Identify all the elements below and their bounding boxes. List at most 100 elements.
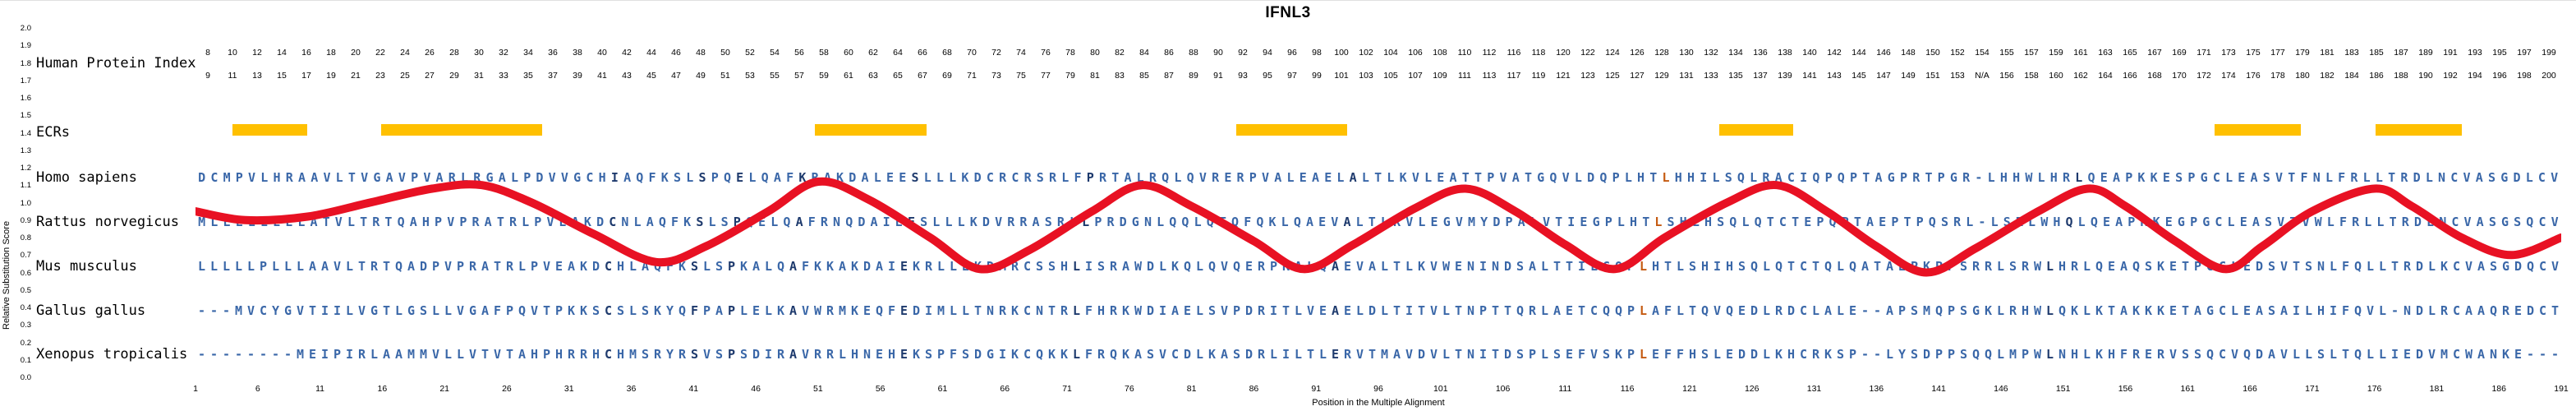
residue: S	[1044, 215, 1052, 229]
protein-index-number: 150	[1925, 48, 1940, 58]
residue: A	[1121, 259, 1130, 274]
protein-index-number: 16	[301, 48, 311, 58]
residue: L	[260, 170, 269, 185]
residue: P	[435, 215, 443, 229]
residue: Q	[1700, 303, 1709, 318]
residue: G	[1442, 215, 1451, 229]
x-tick-label: 76	[1124, 384, 1134, 394]
residue: A	[1032, 215, 1040, 229]
residue: F	[801, 259, 810, 274]
protein-index-number: 180	[2295, 71, 2310, 81]
residue: A	[2476, 215, 2484, 229]
residue: T	[2341, 347, 2350, 362]
residue: -	[209, 303, 218, 318]
residue: L	[1811, 303, 1820, 318]
residue: G	[986, 347, 995, 362]
residue: R	[1257, 259, 1266, 274]
residue: G	[2202, 215, 2210, 229]
residue: R	[2501, 303, 2510, 318]
protein-index-number: 103	[1359, 71, 1373, 81]
residue: S	[698, 170, 706, 185]
residue: L	[1294, 303, 1303, 318]
residue: P	[1612, 170, 1620, 185]
residue: L	[271, 259, 280, 274]
residue: R	[1060, 303, 1069, 318]
residue: P	[1604, 215, 1612, 229]
residue: R	[1010, 259, 1019, 274]
residue: I	[2329, 303, 2338, 318]
residue: A	[435, 170, 444, 185]
residue: S	[2267, 259, 2276, 274]
residue: S	[924, 347, 933, 362]
residue: L	[2292, 347, 2301, 362]
residue: A	[1274, 170, 1282, 185]
ecr-track	[196, 123, 2561, 136]
residue: S	[2003, 215, 2011, 229]
residue: R	[1257, 303, 1266, 318]
residue: Y	[271, 303, 280, 318]
residue: T	[2389, 215, 2397, 229]
residue: A	[1885, 303, 1894, 318]
residue: R	[1148, 170, 1157, 185]
residue: T	[493, 259, 502, 274]
residue: Q	[1725, 303, 1734, 318]
residue: L	[2378, 347, 2387, 362]
residue: N	[2312, 170, 2321, 185]
ecr-block	[2375, 124, 2463, 136]
residue: K	[1399, 170, 1407, 185]
residue: S	[739, 347, 748, 362]
species-label-mus-musculus: Mus musculus	[36, 258, 137, 275]
residue: A	[789, 303, 798, 318]
residue: W	[1134, 259, 1143, 274]
residue: Q	[1256, 215, 1264, 229]
residue: C	[1023, 347, 1032, 362]
residue: C	[1171, 347, 1180, 362]
residue: K	[1268, 215, 1276, 229]
residue: Q	[2489, 303, 2498, 318]
residue: P	[1850, 170, 1858, 185]
human-protein-index-bottom-numbers: 9 11 13 15 17 19 21 23 25 27 29 31 33 35 37 39 41 43 45 47 4…	[196, 70, 2561, 81]
protein-index-number: 116	[1506, 48, 1521, 58]
residue: D	[752, 347, 761, 362]
residue: L	[1530, 215, 1538, 229]
residue: T	[1392, 259, 1401, 274]
residue: H	[2316, 303, 2325, 318]
residue: D	[1750, 303, 1759, 318]
x-tick-label: 11	[315, 384, 325, 394]
residue: A	[567, 259, 576, 274]
residue: -	[1873, 303, 1882, 318]
residue: K	[678, 259, 687, 274]
residue: R	[2156, 347, 2165, 362]
residue: -	[271, 347, 280, 362]
protein-index-number: 39	[573, 71, 582, 81]
residue: Q	[658, 215, 666, 229]
residue: K	[850, 259, 859, 274]
residue: S	[715, 259, 724, 274]
residue: A	[2477, 347, 2486, 362]
residue: E	[2242, 303, 2252, 318]
residue: D	[2415, 347, 2424, 362]
residue: L	[522, 215, 530, 229]
residue: L	[2227, 215, 2235, 229]
protein-index-number: 51	[720, 71, 730, 81]
residue: F	[2338, 170, 2346, 185]
protein-index-number: 71	[967, 71, 977, 81]
residue: K	[850, 303, 859, 318]
residue: D	[2415, 259, 2424, 274]
residue: L	[1082, 215, 1090, 229]
residue: A	[875, 259, 884, 274]
residue: R	[1098, 170, 1106, 185]
residue: A	[385, 170, 393, 185]
residue: M	[419, 347, 428, 362]
residue: E	[1725, 347, 1734, 362]
residue: H	[2053, 215, 2061, 229]
residue: L	[1987, 170, 1995, 185]
protein-index-number: 172	[2196, 71, 2211, 81]
residue: W	[813, 303, 822, 318]
residue: D	[1244, 303, 1254, 318]
protein-index-number: 15	[277, 71, 287, 81]
residue: F	[2339, 215, 2347, 229]
residue: G	[2500, 170, 2509, 185]
residue: V	[456, 303, 465, 318]
